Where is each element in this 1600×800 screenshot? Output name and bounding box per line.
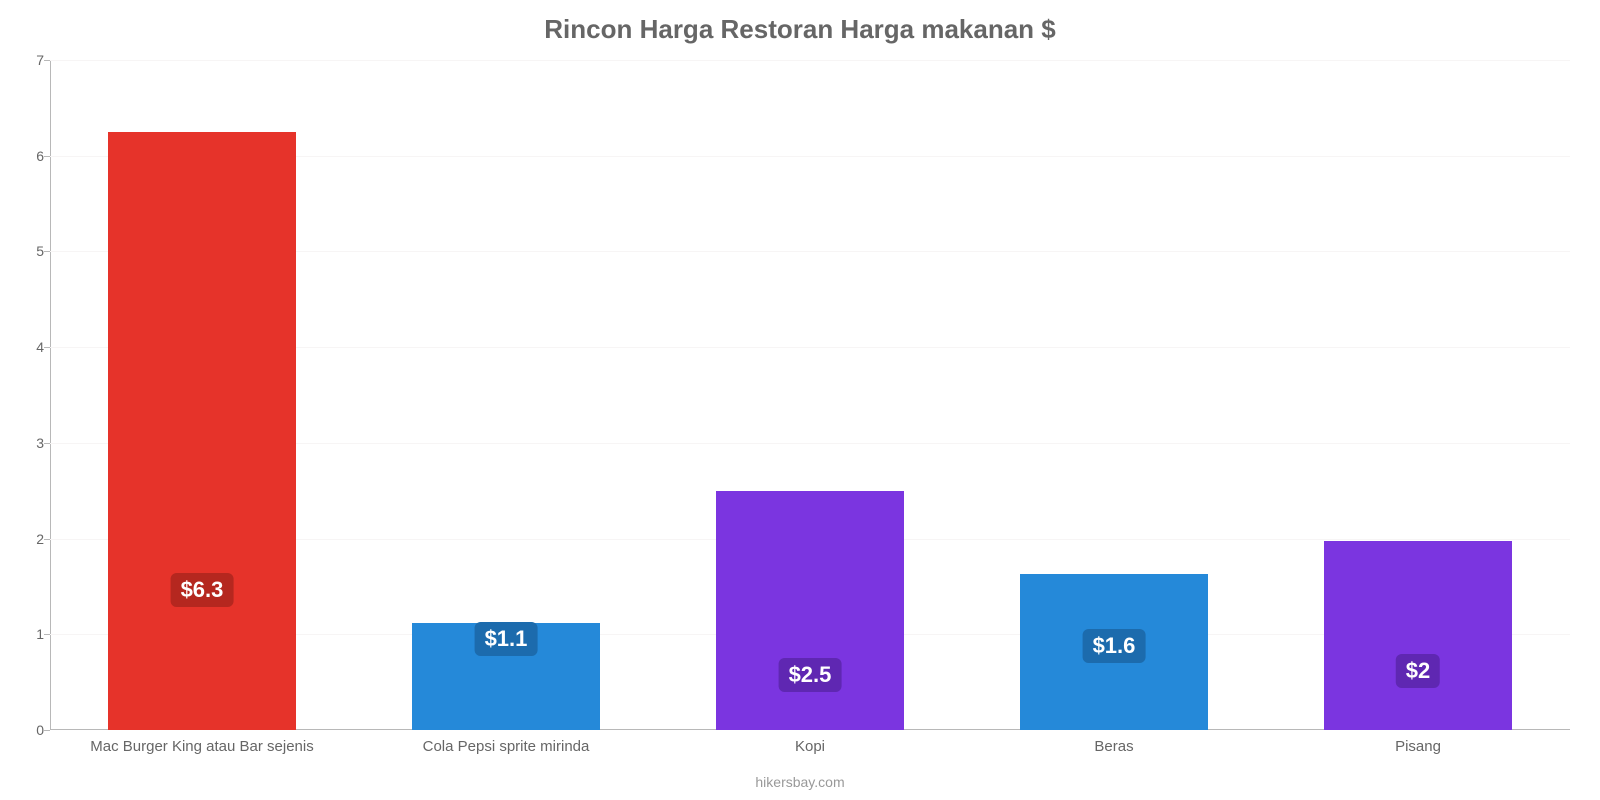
y-tick-mark xyxy=(44,251,50,252)
y-tick-label: 3 xyxy=(20,435,44,451)
y-tick-mark xyxy=(44,156,50,157)
y-tick-mark xyxy=(44,60,50,61)
y-tick-label: 4 xyxy=(20,339,44,355)
y-tick-label: 1 xyxy=(20,626,44,642)
x-category-label: Cola Pepsi sprite mirinda xyxy=(423,738,590,755)
bar: $2.5 xyxy=(716,491,904,730)
bar: $6.3 xyxy=(108,132,296,730)
attribution-text: hikersbay.com xyxy=(0,774,1600,790)
bar: $1.1 xyxy=(412,623,600,730)
y-tick-label: 7 xyxy=(20,52,44,68)
plot-area: 01234567$6.3Mac Burger King atau Bar sej… xyxy=(50,60,1570,730)
grid-line xyxy=(50,60,1570,61)
y-axis-line xyxy=(50,60,51,730)
y-tick-label: 0 xyxy=(20,722,44,738)
x-category-label: Mac Burger King atau Bar sejenis xyxy=(90,738,313,755)
y-tick-label: 5 xyxy=(20,243,44,259)
bar-value-label: $2.5 xyxy=(779,658,842,692)
y-tick-mark xyxy=(44,347,50,348)
y-tick-mark xyxy=(44,634,50,635)
chart-container: Rincon Harga Restoran Harga makanan $ 01… xyxy=(0,0,1600,800)
y-tick-mark xyxy=(44,443,50,444)
y-tick-label: 6 xyxy=(20,148,44,164)
bar: $2 xyxy=(1324,541,1512,730)
bar-value-label: $1.6 xyxy=(1083,629,1146,663)
bar-value-label: $6.3 xyxy=(171,573,234,607)
bar: $1.6 xyxy=(1020,574,1208,730)
chart-title: Rincon Harga Restoran Harga makanan $ xyxy=(0,14,1600,45)
bar-value-label: $2 xyxy=(1396,654,1440,688)
bar-value-label: $1.1 xyxy=(475,622,538,656)
y-tick-mark xyxy=(44,730,50,731)
x-category-label: Beras xyxy=(1094,738,1133,755)
x-category-label: Pisang xyxy=(1395,738,1441,755)
y-tick-label: 2 xyxy=(20,531,44,547)
x-category-label: Kopi xyxy=(795,738,825,755)
y-tick-mark xyxy=(44,539,50,540)
